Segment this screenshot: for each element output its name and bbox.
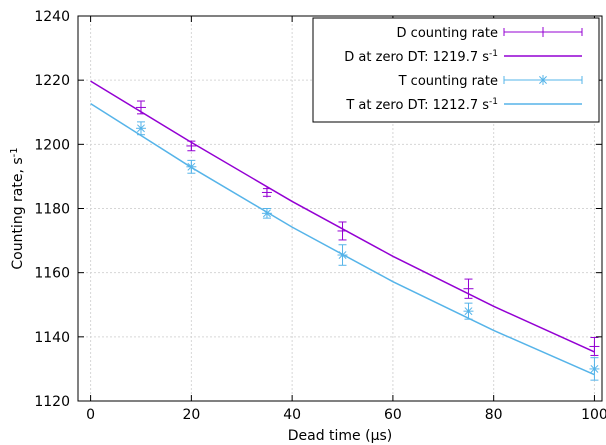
y-tick-label: 1240: [34, 9, 70, 25]
data-point-d2: [464, 307, 473, 316]
x-tick-label: 40: [283, 407, 301, 423]
data-point: [589, 341, 600, 352]
x-tick-label: 20: [182, 407, 200, 423]
y-tick-label: 1140: [34, 330, 70, 346]
series-line-1: [90, 80, 595, 353]
y-tick-label: 1220: [34, 73, 70, 89]
data-point: [463, 306, 474, 317]
data-point: [463, 283, 474, 294]
legend-swatch-marker: [538, 27, 548, 37]
x-tick-label: 0: [86, 407, 95, 423]
data-point: [135, 123, 146, 134]
y-axis-title-main: Counting rate, s: [10, 157, 26, 269]
plot-area: [90, 80, 600, 381]
legend-label-sup: -1: [489, 97, 498, 107]
data-point-d2: [137, 124, 145, 133]
legend-swatch-marker: [538, 75, 548, 85]
data-point-d2: [590, 364, 599, 373]
y-tick-label: 1180: [34, 202, 70, 218]
legend-label: T counting rate: [398, 74, 498, 89]
x-tick-label: 60: [384, 407, 402, 423]
y-axis-title-sup: -1: [9, 147, 20, 157]
axis-ticks: 0 20 40 60 80 100 1120 1140 1160 1180 1200 1220 1240: [34, 9, 606, 423]
legend-label-text: T at zero DT: 1212.7 s: [345, 98, 489, 113]
legend-label-text: T counting rate: [398, 74, 498, 89]
legend-label-text: D at zero DT: 1219.7 s: [344, 50, 489, 65]
y-tick-label: 1120: [34, 394, 70, 410]
data-point: [589, 363, 600, 374]
series-line-3: [90, 102, 595, 376]
legend-label-sup: -1: [489, 49, 498, 59]
x-tick-label: 100: [581, 407, 606, 423]
legend-label: T at zero DT: 1212.7 s-1: [345, 97, 498, 113]
legend-label-text: D counting rate: [397, 26, 498, 41]
y-tick-label: 1160: [34, 266, 70, 282]
y-tick-label: 1200: [34, 137, 70, 153]
x-tick-label: 80: [485, 407, 503, 423]
x-axis-title: Dead time (µs): [288, 428, 393, 444]
data-point-d2: [262, 209, 271, 218]
data-point: [135, 102, 146, 113]
legend-swatch-marker-d2: [539, 76, 547, 84]
legend-label: D at zero DT: 1219.7 s-1: [344, 49, 498, 65]
data-point: [261, 187, 272, 198]
y-axis-title: Counting rate, s-1: [9, 147, 26, 269]
legend-label: D counting rate: [397, 26, 498, 41]
